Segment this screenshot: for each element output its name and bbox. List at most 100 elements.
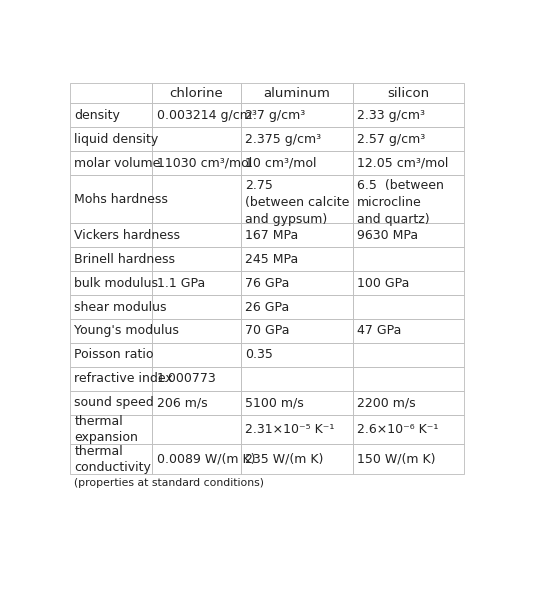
Bar bbox=[70, 103, 152, 127]
Bar bbox=[152, 390, 241, 414]
Text: 2.7 g/cm³: 2.7 g/cm³ bbox=[245, 109, 305, 122]
Text: 0.35: 0.35 bbox=[245, 348, 273, 361]
Text: 26 GPa: 26 GPa bbox=[245, 300, 289, 313]
Bar bbox=[70, 175, 152, 223]
Text: chlorine: chlorine bbox=[170, 87, 224, 100]
Bar bbox=[241, 83, 353, 103]
Bar bbox=[241, 367, 353, 390]
Text: thermal
conductivity: thermal conductivity bbox=[75, 445, 151, 474]
Text: 2.31×10⁻⁵ K⁻¹: 2.31×10⁻⁵ K⁻¹ bbox=[245, 423, 335, 436]
Bar bbox=[152, 367, 241, 390]
Text: 1.000773: 1.000773 bbox=[157, 372, 217, 385]
Text: 70 GPa: 70 GPa bbox=[245, 324, 289, 337]
Text: bulk modulus: bulk modulus bbox=[75, 276, 158, 290]
Text: 0.0089 W/(m K): 0.0089 W/(m K) bbox=[157, 453, 255, 466]
Text: shear modulus: shear modulus bbox=[75, 300, 167, 313]
Bar bbox=[70, 343, 152, 367]
Bar bbox=[152, 151, 241, 175]
Bar bbox=[152, 271, 241, 295]
Bar bbox=[241, 319, 353, 343]
Bar bbox=[353, 223, 465, 247]
Bar bbox=[241, 271, 353, 295]
Bar bbox=[353, 103, 465, 127]
Bar bbox=[353, 367, 465, 390]
Bar bbox=[241, 295, 353, 319]
Bar bbox=[353, 390, 465, 414]
Text: Mohs hardness: Mohs hardness bbox=[75, 193, 168, 206]
Bar bbox=[152, 175, 241, 223]
Text: 11030 cm³/mol: 11030 cm³/mol bbox=[157, 156, 252, 170]
Text: density: density bbox=[75, 109, 120, 122]
Bar bbox=[70, 319, 152, 343]
Bar bbox=[152, 247, 241, 271]
Bar bbox=[241, 390, 353, 414]
Text: 2.375 g/cm³: 2.375 g/cm³ bbox=[245, 133, 321, 146]
Text: 10 cm³/mol: 10 cm³/mol bbox=[245, 156, 317, 170]
Bar bbox=[152, 444, 241, 475]
Bar bbox=[241, 343, 353, 367]
Bar bbox=[353, 175, 465, 223]
Text: 2.33 g/cm³: 2.33 g/cm³ bbox=[357, 109, 425, 122]
Bar bbox=[152, 83, 241, 103]
Bar bbox=[353, 414, 465, 444]
Bar bbox=[70, 414, 152, 444]
Bar bbox=[70, 151, 152, 175]
Text: Poisson ratio: Poisson ratio bbox=[75, 348, 154, 361]
Bar bbox=[353, 319, 465, 343]
Text: aluminum: aluminum bbox=[263, 87, 330, 100]
Text: 245 MPa: 245 MPa bbox=[245, 253, 298, 266]
Text: Young's modulus: Young's modulus bbox=[75, 324, 179, 337]
Text: 76 GPa: 76 GPa bbox=[245, 276, 289, 290]
Bar bbox=[70, 271, 152, 295]
Bar bbox=[152, 223, 241, 247]
Text: 2.75
(between calcite
and gypsum): 2.75 (between calcite and gypsum) bbox=[245, 179, 349, 226]
Bar bbox=[353, 271, 465, 295]
Bar bbox=[241, 127, 353, 151]
Bar bbox=[241, 151, 353, 175]
Bar bbox=[70, 247, 152, 271]
Text: 12.05 cm³/mol: 12.05 cm³/mol bbox=[357, 156, 448, 170]
Text: 2200 m/s: 2200 m/s bbox=[357, 396, 416, 409]
Text: molar volume: molar volume bbox=[75, 156, 160, 170]
Text: 6.5  (between
microcline
and quartz): 6.5 (between microcline and quartz) bbox=[357, 179, 444, 226]
Text: 2.6×10⁻⁶ K⁻¹: 2.6×10⁻⁶ K⁻¹ bbox=[357, 423, 438, 436]
Text: 235 W/(m K): 235 W/(m K) bbox=[245, 453, 324, 466]
Text: silicon: silicon bbox=[387, 87, 430, 100]
Text: 206 m/s: 206 m/s bbox=[157, 396, 207, 409]
Bar bbox=[353, 151, 465, 175]
Text: 2.57 g/cm³: 2.57 g/cm³ bbox=[357, 133, 425, 146]
Text: liquid density: liquid density bbox=[75, 133, 158, 146]
Text: Brinell hardness: Brinell hardness bbox=[75, 253, 175, 266]
Text: 167 MPa: 167 MPa bbox=[245, 229, 298, 242]
Bar bbox=[70, 367, 152, 390]
Bar bbox=[353, 343, 465, 367]
Text: 150 W/(m K): 150 W/(m K) bbox=[357, 453, 435, 466]
Text: 47 GPa: 47 GPa bbox=[357, 324, 401, 337]
Text: 5100 m/s: 5100 m/s bbox=[245, 396, 304, 409]
Bar bbox=[152, 319, 241, 343]
Bar bbox=[152, 295, 241, 319]
Bar bbox=[70, 127, 152, 151]
Text: thermal
expansion: thermal expansion bbox=[75, 415, 138, 444]
Bar bbox=[241, 175, 353, 223]
Bar bbox=[353, 127, 465, 151]
Bar bbox=[70, 390, 152, 414]
Text: 0.003214 g/cm³: 0.003214 g/cm³ bbox=[157, 109, 256, 122]
Text: sound speed: sound speed bbox=[75, 396, 154, 409]
Bar bbox=[70, 83, 152, 103]
Bar bbox=[241, 414, 353, 444]
Bar bbox=[70, 444, 152, 475]
Text: 1.1 GPa: 1.1 GPa bbox=[157, 276, 205, 290]
Bar bbox=[152, 103, 241, 127]
Text: 100 GPa: 100 GPa bbox=[357, 276, 409, 290]
Text: 9630 MPa: 9630 MPa bbox=[357, 229, 418, 242]
Text: (properties at standard conditions): (properties at standard conditions) bbox=[75, 478, 264, 488]
Bar bbox=[241, 444, 353, 475]
Bar bbox=[241, 223, 353, 247]
Bar bbox=[70, 223, 152, 247]
Bar bbox=[353, 295, 465, 319]
Bar bbox=[152, 414, 241, 444]
Bar bbox=[353, 444, 465, 475]
Text: Vickers hardness: Vickers hardness bbox=[75, 229, 180, 242]
Bar bbox=[241, 247, 353, 271]
